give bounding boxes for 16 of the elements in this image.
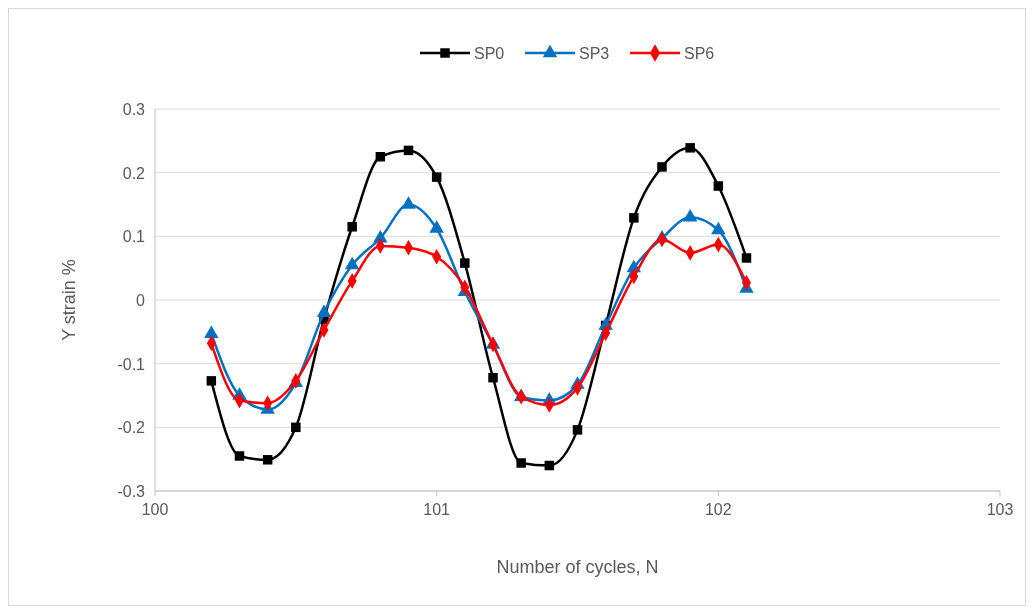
y-tick-label: -0.2 [117,419,146,437]
x-tick-label: 103 [986,501,1014,518]
x-tick-label: 102 [704,501,732,518]
y-tick-label: -0.1 [117,355,146,373]
legend-label: SP6 [684,45,715,62]
y-tick-label: 0.3 [122,101,146,118]
legend-label: SP3 [579,45,610,62]
x-tick-label: 101 [423,501,451,518]
y-tick-label: -0.3 [117,483,146,500]
x-axis-title: Number of cycles, N [496,557,659,577]
x-tick-label: 100 [141,501,169,518]
y-axis-title: Y strain % [59,259,79,341]
y-tick-label: 0.2 [122,164,146,182]
y-tick-label: 0.1 [122,228,146,246]
legend-label: SP0 [474,45,505,62]
y-tick-label: 0 [136,292,146,309]
